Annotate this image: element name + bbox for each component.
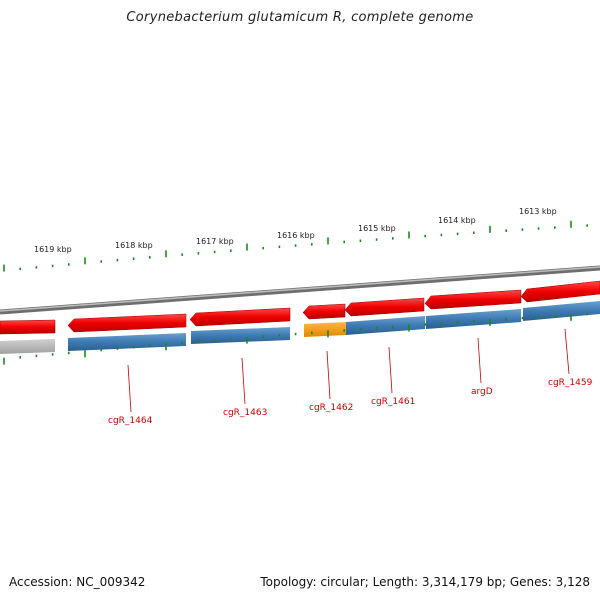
scale-label: 1618 kbp [115, 241, 153, 250]
genome-backbone-highlight [0, 266, 600, 312]
red-gene-track [0, 280, 600, 335]
leader-line [127, 364, 132, 413]
gene-arrow[interactable] [0, 319, 56, 335]
gene-arrow-cgR_1464[interactable] [67, 313, 187, 333]
upper-scale-ticks [3, 220, 589, 272]
leader-line [388, 346, 393, 394]
scale-label: 1613 kbp [519, 207, 557, 216]
gene-label-cgR_1464[interactable]: cgR_1464 [108, 416, 153, 426]
gene-label-argD[interactable]: argD [471, 387, 493, 397]
leader-line [241, 357, 246, 405]
gene-block-grey[interactable] [0, 339, 55, 354]
genome-backbone [0, 265, 600, 315]
leader-line [564, 328, 570, 375]
gene-label-cgR_1461[interactable]: cgR_1461 [371, 397, 415, 407]
gene-block-cgR_1464[interactable] [68, 333, 186, 351]
scale-label: 1616 kbp [277, 231, 315, 240]
leader-line [326, 350, 331, 400]
gene-block-cgR_1459[interactable] [523, 301, 600, 321]
gene-block-argD[interactable] [426, 309, 521, 329]
gene-label-cgR_1463[interactable]: cgR_1463 [223, 408, 267, 418]
gene-labels: cgR_1464 cgR_1463 cgR_1462 cgR_1461 argD… [108, 328, 593, 426]
scale-label: 1617 kbp [196, 237, 234, 246]
scale-label: 1614 kbp [438, 216, 476, 225]
scale-labels: 1619 kbp 1618 kbp 1617 kbp 1616 kbp 1615… [34, 207, 557, 254]
scale-label: 1615 kbp [358, 224, 396, 233]
gene-arrow-cgR_1463[interactable] [189, 307, 291, 327]
gene-block-cgR_1461[interactable] [346, 316, 425, 335]
gene-arrow-cgR_1461[interactable] [344, 297, 425, 317]
gene-label-cgR_1462[interactable]: cgR_1462 [309, 403, 353, 413]
gene-block-cgR_1463[interactable] [191, 327, 290, 344]
genome-title: Corynebacterium glutamicum R, complete g… [126, 10, 474, 25]
genome-summary-text: Topology: circular; Length: 3,314,179 bp… [260, 575, 590, 589]
gene-arrow-cgR_1459[interactable] [520, 280, 600, 303]
leader-line [477, 337, 482, 384]
gene-arrow-argD[interactable] [424, 289, 522, 310]
lower-scale-ticks [3, 312, 589, 365]
accession-text: Accession: NC_009342 [9, 575, 146, 589]
gene-block-cgR_1462[interactable] [304, 322, 346, 337]
lower-gene-track [0, 301, 600, 354]
scale-label: 1619 kbp [34, 245, 72, 254]
gene-label-cgR_1459[interactable]: cgR_1459 [548, 378, 593, 388]
gene-arrow-cgR_1462[interactable] [302, 303, 346, 320]
